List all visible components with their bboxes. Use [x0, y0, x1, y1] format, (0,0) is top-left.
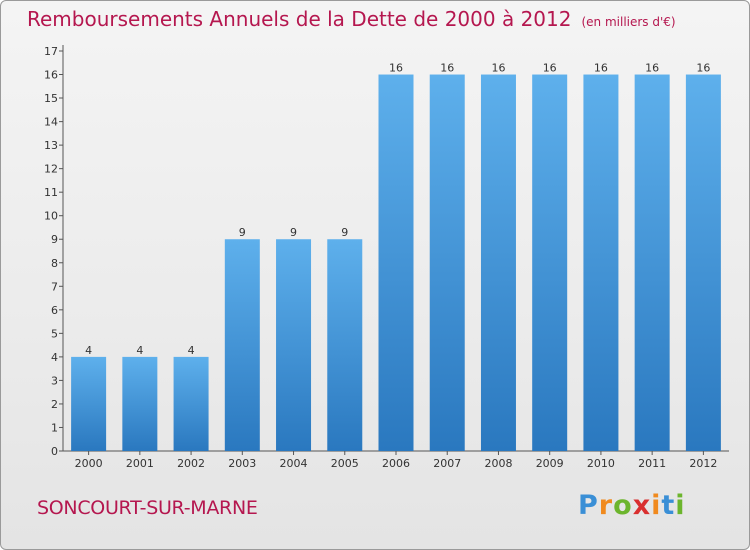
- bar: [327, 239, 363, 451]
- x-tick-label: 2004: [280, 457, 308, 470]
- chart-labels: 4 2000 4 2001 4 2002 9 2003 9 2004 9 2005 16 2006 16 20…: [75, 62, 718, 470]
- logo-letter: o: [613, 490, 633, 521]
- y-tick-label: 15: [44, 92, 58, 105]
- x-tick-label: 2005: [331, 457, 359, 470]
- chart-title: Remboursements Annuels de la Dette de 20…: [27, 7, 676, 31]
- bar: [71, 356, 107, 451]
- chart-bars: [71, 74, 721, 451]
- logo-letter: i: [675, 490, 686, 521]
- logo-letter: i: [651, 490, 662, 521]
- x-tick-label: 2010: [587, 457, 615, 470]
- bar: [429, 74, 465, 451]
- x-tick-label: 2007: [433, 457, 461, 470]
- bar: [480, 74, 516, 451]
- y-tick-label: 2: [51, 398, 58, 411]
- bar-value-label: 16: [491, 62, 505, 75]
- bar: [634, 74, 670, 451]
- bar-value-label: 16: [696, 62, 710, 75]
- x-tick-label: 2000: [75, 457, 103, 470]
- bar: [276, 239, 312, 451]
- bar: [583, 74, 619, 451]
- y-tick-label: 7: [51, 280, 58, 293]
- bar-value-label: 16: [645, 62, 659, 75]
- bar: [532, 74, 568, 451]
- x-tick-label: 2012: [689, 457, 717, 470]
- bar-value-label: 9: [341, 226, 348, 239]
- x-tick-label: 2006: [382, 457, 410, 470]
- y-tick-label: 0: [51, 445, 58, 458]
- bar-value-label: 16: [440, 62, 454, 75]
- bar-value-label: 4: [85, 344, 92, 357]
- x-tick-label: 2011: [638, 457, 666, 470]
- city-name: SONCOURT-SUR-MARNE: [37, 497, 258, 519]
- y-tick-label: 6: [51, 304, 58, 317]
- bar-value-label: 16: [543, 62, 557, 75]
- y-tick-label: 11: [44, 186, 58, 199]
- y-tick-label: 13: [44, 139, 58, 152]
- y-tick-label: 3: [51, 374, 58, 387]
- bar: [122, 356, 158, 451]
- y-tick-label: 8: [51, 257, 58, 270]
- bar: [685, 74, 721, 451]
- bar: [224, 239, 260, 451]
- y-tick-label: 17: [44, 45, 58, 58]
- x-tick-label: 2002: [177, 457, 205, 470]
- bar-value-label: 16: [594, 62, 608, 75]
- bar-value-label: 9: [290, 226, 297, 239]
- bar-value-label: 4: [136, 344, 143, 357]
- logo-letter: r: [598, 490, 614, 521]
- x-tick-label: 2001: [126, 457, 154, 470]
- x-tick-label: 2008: [484, 457, 512, 470]
- y-tick-label: 5: [51, 327, 58, 340]
- bar-value-label: 4: [188, 344, 195, 357]
- bar-value-label: 16: [389, 62, 403, 75]
- y-tick-label: 1: [51, 421, 58, 434]
- bar: [378, 74, 414, 451]
- y-tick-label: 14: [44, 116, 58, 129]
- y-tick-label: 16: [44, 69, 58, 82]
- logo-letter: x: [632, 490, 652, 521]
- y-tick-label: 9: [51, 233, 58, 246]
- x-tick-label: 2009: [536, 457, 564, 470]
- logo-letter: t: [661, 490, 676, 521]
- y-tick-label: 4: [51, 351, 58, 364]
- logo-letter: P: [578, 490, 599, 521]
- bar-value-label: 9: [239, 226, 246, 239]
- chart-unit: (en milliers d'€): [581, 15, 676, 29]
- y-tick-label: 12: [44, 163, 58, 176]
- proxiti-logo: Proxiti: [578, 490, 686, 521]
- y-tick-label: 10: [44, 210, 58, 223]
- bar: [173, 356, 209, 451]
- chart-title-text: Remboursements Annuels de la Dette de 20…: [27, 7, 572, 31]
- x-tick-label: 2003: [228, 457, 256, 470]
